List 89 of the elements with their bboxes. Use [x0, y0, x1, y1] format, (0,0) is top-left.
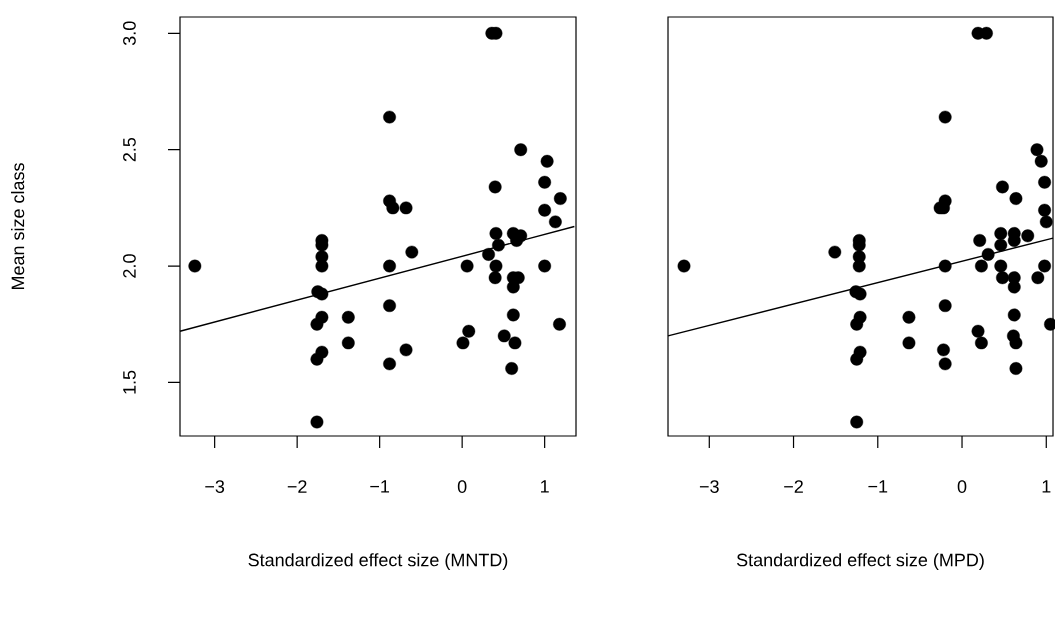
x-axis-title: Standardized effect size (MNTD): [248, 553, 508, 570]
y-tick-label: 3.0: [123, 21, 136, 46]
point: [462, 324, 476, 338]
point: [310, 317, 324, 331]
point: [980, 26, 993, 40]
x-tick-label: −2: [784, 480, 803, 493]
point: [540, 154, 554, 168]
point: [1034, 154, 1048, 168]
x-tick-label: −3: [205, 480, 225, 493]
point: [1007, 308, 1021, 322]
point: [492, 238, 505, 252]
point: [1009, 336, 1023, 350]
point: [482, 248, 495, 261]
point: [505, 362, 519, 375]
point: [981, 248, 995, 261]
point: [538, 259, 552, 273]
x-tick-label: −3: [699, 480, 719, 493]
point: [975, 259, 988, 273]
point: [383, 110, 396, 124]
point: [994, 259, 1008, 273]
point: [553, 317, 566, 331]
point: [399, 343, 413, 357]
point: [852, 259, 866, 273]
point: [994, 238, 1008, 252]
point: [548, 215, 562, 229]
point: [902, 310, 916, 324]
point: [310, 415, 324, 429]
point: [1030, 143, 1044, 157]
point: [850, 317, 864, 331]
point: [341, 336, 355, 350]
point: [853, 287, 867, 301]
point: [971, 324, 985, 338]
y-tick-label: 2.0: [123, 254, 136, 278]
point: [1031, 271, 1045, 285]
x-tick-label: 1: [541, 480, 549, 493]
point: [188, 259, 202, 273]
point: [488, 271, 502, 285]
point: [828, 245, 842, 259]
point: [677, 259, 691, 273]
point: [460, 259, 474, 273]
point: [938, 357, 952, 371]
x-tick-label: 1: [1042, 480, 1051, 493]
x-tick-label: 0: [457, 480, 467, 493]
point: [489, 227, 503, 240]
point: [538, 203, 552, 217]
point: [310, 352, 324, 366]
point: [489, 259, 503, 273]
point: [994, 227, 1008, 240]
point: [1007, 280, 1021, 294]
point: [399, 201, 413, 215]
point: [405, 245, 419, 259]
point: [850, 415, 864, 429]
x-tick-label: −1: [370, 480, 390, 493]
point: [975, 336, 988, 350]
point: [1009, 362, 1023, 375]
x-axis-title: Standardized effect size (MPD): [736, 553, 984, 570]
point: [850, 352, 864, 366]
point: [938, 110, 952, 124]
point: [937, 343, 950, 357]
point: [386, 201, 400, 215]
point: [996, 180, 1009, 194]
point: [538, 175, 552, 189]
point: [514, 143, 528, 157]
y-axis-title: Mean size class: [11, 163, 25, 290]
y-tick-label: 2.5: [123, 137, 136, 162]
point: [341, 310, 355, 324]
point: [508, 336, 522, 350]
point: [383, 357, 396, 371]
x-tick-label: −2: [287, 480, 307, 493]
point: [456, 336, 470, 350]
point: [553, 192, 567, 205]
y-tick-label: 1.5: [123, 370, 136, 394]
point: [315, 287, 329, 301]
point: [996, 271, 1009, 285]
x-tick-label: −1: [868, 480, 888, 493]
point: [973, 234, 987, 247]
point: [383, 259, 396, 273]
x-tick-label: 0: [957, 480, 967, 493]
point: [1021, 229, 1035, 243]
point: [315, 259, 329, 273]
point: [938, 299, 952, 313]
point: [1009, 192, 1023, 205]
point: [506, 308, 520, 322]
point: [488, 180, 502, 194]
point: [938, 259, 952, 273]
point: [902, 336, 916, 350]
point: [383, 299, 396, 313]
point: [1007, 234, 1021, 247]
point: [497, 329, 511, 343]
